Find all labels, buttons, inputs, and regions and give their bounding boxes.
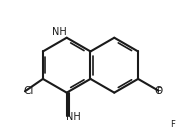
Text: NH: NH (66, 112, 80, 122)
Text: O: O (154, 86, 163, 96)
Text: Cl: Cl (23, 86, 33, 96)
Text: F: F (170, 120, 175, 128)
Text: F: F (157, 87, 162, 95)
Text: NH: NH (52, 27, 67, 37)
